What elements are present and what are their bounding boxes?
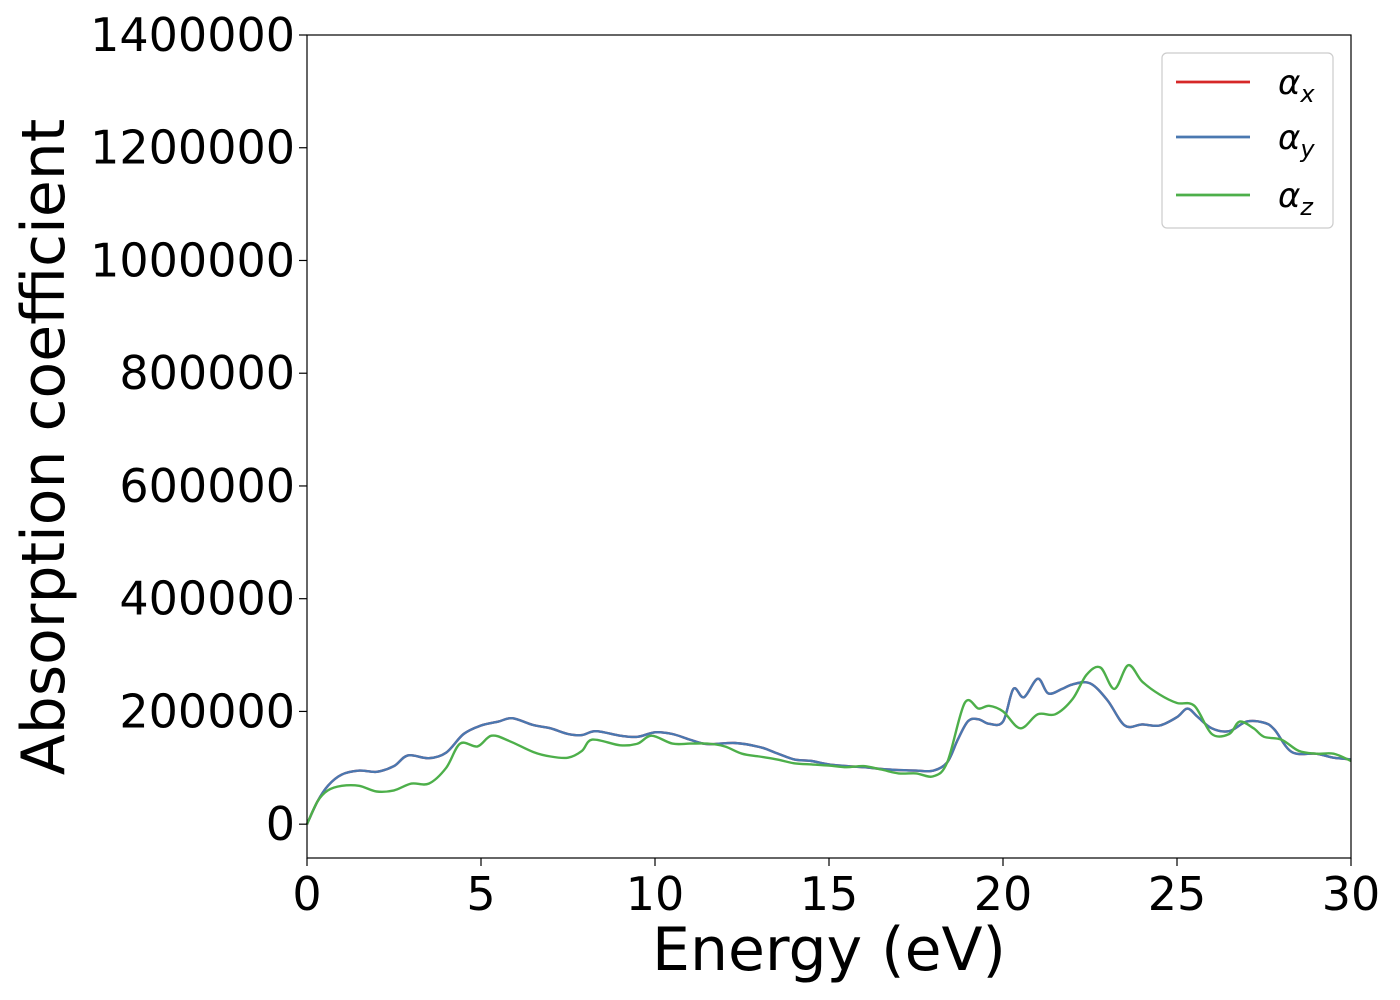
y-axis-title: Absorption coefficient xyxy=(9,119,79,776)
plot-series xyxy=(305,664,1352,825)
legend-label-z: αz xyxy=(1278,176,1314,221)
legend-label-y: αy xyxy=(1278,118,1315,163)
legend-symbol: α xyxy=(1278,63,1300,103)
legend-subscript: z xyxy=(1299,193,1314,221)
legend-symbol: α xyxy=(1278,118,1300,158)
x-axis-title: Energy (eV) xyxy=(652,915,1006,985)
legend-subscript: x xyxy=(1299,80,1315,108)
y-tick-label: 600000 xyxy=(119,459,295,513)
y-tick-label: 1000000 xyxy=(90,233,295,287)
x-tick-label: 30 xyxy=(1322,867,1381,921)
x-tick-label: 0 xyxy=(292,867,321,921)
y-tick-label: 800000 xyxy=(119,346,295,400)
y-tick-label: 0 xyxy=(266,797,295,851)
y-tick-label: 1400000 xyxy=(90,8,295,62)
legend-symbol: α xyxy=(1278,176,1300,216)
x-tick-label: 10 xyxy=(626,867,685,921)
legend-label-x: αx xyxy=(1278,63,1315,108)
legend-box xyxy=(1161,52,1334,229)
x-tick-label: 25 xyxy=(1148,867,1207,921)
x-tick-label: 15 xyxy=(800,867,859,921)
y-tick-label: 1200000 xyxy=(90,121,295,175)
x-axis: 0 5 10 15 20 25 30 xyxy=(292,858,1380,921)
series-line-z xyxy=(305,664,1352,825)
y-tick-label: 200000 xyxy=(119,684,295,738)
x-tick-label: 5 xyxy=(466,867,495,921)
legend-subscript: y xyxy=(1299,135,1315,163)
y-tick-label: 400000 xyxy=(119,572,295,626)
x-tick-label: 20 xyxy=(974,867,1033,921)
y-axis: 0 200000 400000 600000 800000 1000000 1200000 1… xyxy=(90,8,307,851)
